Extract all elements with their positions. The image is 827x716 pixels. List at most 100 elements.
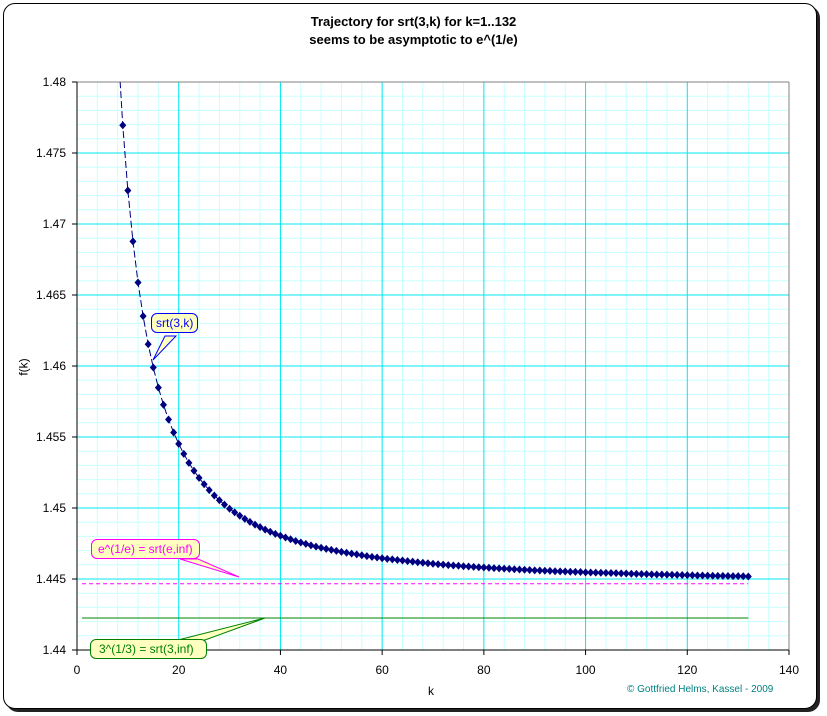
data-point-marker [378, 554, 386, 563]
data-point-marker [714, 571, 722, 580]
data-point-marker [317, 543, 325, 552]
data-point-marker [322, 544, 330, 553]
data-point-marker [566, 567, 574, 576]
data-point-marker [282, 533, 290, 542]
data-point-marker [724, 572, 732, 581]
data-point-marker [653, 570, 661, 579]
data-point-marker [398, 556, 406, 565]
data-point-marker [576, 568, 584, 577]
data-point-marker [495, 564, 503, 573]
data-point-marker [256, 523, 264, 532]
x-tick-label: 140 [778, 663, 800, 677]
data-point-marker [368, 552, 376, 561]
x-tick-label: 100 [575, 663, 596, 677]
data-point-marker [393, 555, 401, 564]
data-point-marker [505, 564, 513, 573]
data-point-marker [556, 567, 564, 576]
data-point-marker [119, 121, 127, 130]
callout-3-limit: 3^(1/3) = srt(3,inf) [90, 639, 207, 659]
data-point-marker [246, 517, 254, 526]
data-point-marker [129, 237, 137, 246]
data-point-marker [648, 570, 656, 579]
data-point-marker [475, 563, 483, 572]
data-point-marker [170, 428, 178, 437]
x-tick-label: 120 [677, 663, 698, 677]
data-point-marker [526, 566, 534, 575]
data-point-marker [485, 563, 493, 572]
data-point-marker [190, 466, 198, 475]
y-tick-label: 1.455 [35, 430, 66, 444]
data-point-marker [515, 565, 523, 574]
data-point-marker [444, 561, 452, 570]
y-tick-label: 1.46 [42, 359, 66, 373]
data-point-marker [734, 572, 742, 581]
data-point-marker [312, 542, 320, 551]
data-point-marker [510, 565, 518, 574]
data-point-marker [668, 570, 676, 579]
data-point-marker [307, 541, 315, 550]
data-point-marker [536, 566, 544, 575]
data-point-marker [571, 567, 579, 576]
data-point-marker [607, 569, 615, 578]
data-point-marker [699, 571, 707, 580]
data-point-marker [587, 568, 595, 577]
data-point-marker [434, 560, 442, 569]
data-point-marker [337, 547, 345, 556]
data-point-marker [231, 508, 239, 517]
data-point-marker [414, 558, 422, 567]
data-point-marker [551, 567, 559, 576]
data-point-marker [353, 550, 361, 559]
data-point-marker [195, 473, 203, 482]
data-point-marker [638, 570, 646, 579]
data-point-marker [709, 571, 717, 580]
data-point-marker [561, 567, 569, 576]
data-point-marker [744, 572, 752, 581]
data-point-marker [226, 504, 234, 513]
data-point-marker [454, 561, 462, 570]
data-point-marker [185, 458, 193, 467]
data-point-marker [429, 559, 437, 568]
data-point-marker [134, 278, 142, 287]
data-point-marker [210, 491, 218, 500]
data-point-marker [297, 538, 305, 547]
data-point-marker [673, 570, 681, 579]
x-axis-label: k [428, 684, 434, 698]
data-point-marker [465, 562, 473, 571]
chart-title-line1: Trajectory for srt(3,k) for k=1..132 [310, 14, 517, 29]
data-point-marker [683, 571, 691, 580]
data-point-marker [500, 564, 508, 573]
data-point-marker [582, 568, 590, 577]
data-point-marker [470, 562, 478, 571]
data-point-marker [215, 496, 223, 505]
y-tick-label: 1.445 [35, 572, 66, 586]
data-point-marker [404, 557, 412, 566]
data-point-marker [251, 520, 259, 529]
chart-title-line2: seems to be asymptotic to e^(1/e) [309, 32, 518, 47]
data-point-marker [180, 449, 188, 458]
data-point-marker [617, 569, 625, 578]
data-point-marker [531, 566, 539, 575]
data-point-marker [597, 568, 605, 577]
data-point-marker [490, 564, 498, 573]
data-point-marker [205, 486, 213, 495]
data-point-marker [643, 570, 651, 579]
data-point-marker [460, 562, 468, 571]
y-tick-label: 1.44 [42, 643, 66, 657]
data-point-marker [632, 569, 640, 578]
callout-pointer-srt3k [152, 335, 178, 361]
data-point-marker [612, 569, 620, 578]
data-point-marker [332, 546, 340, 555]
data-point-marker [409, 557, 417, 566]
data-point-marker [220, 500, 228, 509]
x-tick-label: 80 [477, 663, 491, 677]
data-point-marker [693, 571, 701, 580]
data-point-marker [383, 554, 391, 563]
data-point-marker [719, 571, 727, 580]
data-point-marker [521, 565, 529, 574]
data-point-marker [343, 548, 351, 557]
data-point-marker [602, 568, 610, 577]
y-tick-label: 1.48 [42, 75, 66, 89]
data-point-marker [236, 511, 244, 520]
data-point-marker [388, 555, 396, 564]
data-point-marker [449, 561, 457, 570]
